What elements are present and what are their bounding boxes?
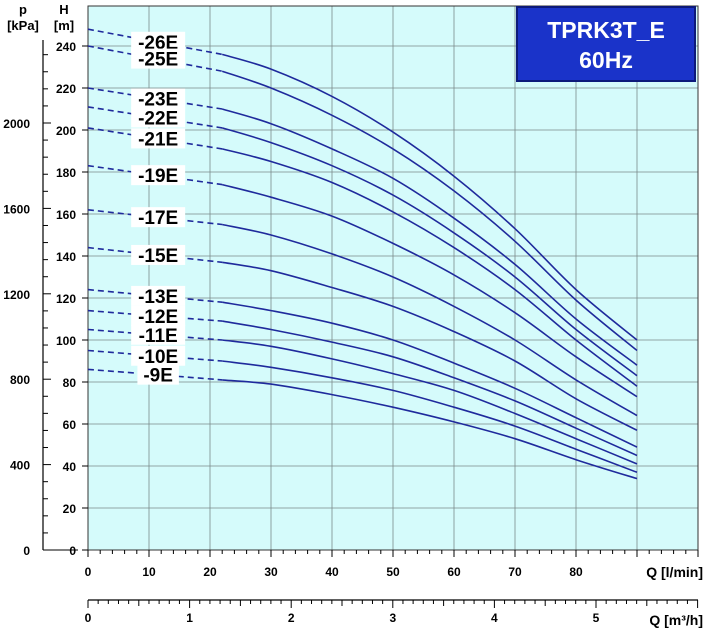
head-tick-label: 80	[63, 376, 77, 390]
flow-m3h-tick-label: 0	[85, 611, 92, 625]
series-label-bg	[131, 207, 186, 228]
head-tick-label: 200	[56, 124, 76, 138]
pressure-axis-title: p	[19, 2, 27, 17]
series-label-bg	[131, 48, 186, 69]
curve-dashed-25E	[87, 45, 223, 72]
head-tick-label: 100	[56, 334, 76, 348]
curve-26E	[221, 53, 638, 341]
chart-title-box: TPRK3T_E 60Hz	[516, 6, 696, 82]
series-label-bg	[131, 88, 186, 109]
curve-dashed-21E	[87, 127, 223, 150]
flow-m3h-axis-title: Q [m³/h]	[649, 612, 703, 628]
series-label-17E: -17E	[138, 208, 178, 229]
head-axis-title: H	[59, 2, 68, 17]
series-label-bg	[137, 364, 179, 385]
curve-dashed-19E	[87, 164, 223, 186]
curve-dashed-17E	[87, 209, 223, 226]
curve-13E	[222, 301, 638, 448]
series-label-23E: -23E	[138, 90, 178, 111]
series-label-10E: -10E	[138, 347, 178, 368]
head-tick-label: 40	[63, 460, 77, 474]
pressure-tick-label: 800	[10, 373, 30, 387]
model-title: TPRK3T_E	[547, 17, 665, 43]
curve-19E	[221, 183, 638, 398]
flow-m3h-tick-label: 2	[288, 611, 295, 625]
series-label-26E: -26E	[138, 33, 178, 54]
flow-lmin-tick-label: 0	[85, 565, 92, 579]
head-axis-unit: [m]	[54, 18, 74, 33]
series-label-bg	[131, 345, 186, 366]
series-label-bg	[131, 128, 186, 149]
series-label-bg	[131, 244, 186, 265]
frequency-title: 60Hz	[579, 47, 633, 73]
flow-lmin-tick-label: 10	[142, 565, 156, 579]
pressure-axis-unit: [kPa]	[7, 18, 39, 33]
series-label-19E: -19E	[138, 166, 178, 187]
flow-lmin-tick-label: 20	[203, 565, 217, 579]
series-label-bg	[131, 324, 186, 345]
curve-dashed-9E	[87, 368, 223, 381]
pressure-tick-label: 1200	[3, 288, 30, 302]
curve-dashed-12E	[87, 309, 223, 322]
head-tick-label: 160	[56, 208, 76, 222]
curve-dashed-13E	[87, 288, 223, 303]
pressure-tick-label: 0	[23, 544, 30, 558]
pressure-tick-label: 400	[10, 459, 30, 473]
flow-m3h-tick-label: 1	[186, 611, 193, 625]
curve-21E	[221, 148, 638, 387]
series-label-bg	[131, 107, 186, 128]
head-tick-label: 60	[63, 418, 77, 432]
head-tick-label: 240	[56, 40, 76, 54]
pressure-tick-label: 2000	[3, 117, 30, 131]
flow-lmin-tick-label: 40	[325, 565, 339, 579]
head-tick-label: 0	[69, 544, 76, 558]
series-label-11E: -11E	[139, 326, 178, 347]
flow-lmin-tick-label: 70	[508, 565, 522, 579]
curve-22E	[221, 127, 638, 377]
head-tick-label: 140	[56, 250, 76, 264]
curve-23E	[221, 108, 638, 366]
curve-11E	[222, 339, 638, 465]
curve-dashed-23E	[87, 87, 223, 110]
series-label-12E: -12E	[138, 307, 178, 328]
series-label-9E: -9E	[143, 366, 173, 387]
head-tick-label: 20	[63, 502, 77, 516]
flow-lmin-tick-label: 80	[569, 565, 583, 579]
series-label-22E: -22E	[138, 108, 178, 129]
series-label-bg	[131, 305, 186, 326]
curve-dashed-26E	[87, 28, 223, 56]
curve-dashed-15E	[87, 246, 223, 264]
series-label-21E: -21E	[138, 129, 178, 150]
series-label-15E: -15E	[138, 246, 178, 267]
series-label-13E: -13E	[138, 287, 178, 308]
flow-m3h-tick-label: 5	[593, 611, 600, 625]
curve-10E	[222, 360, 638, 474]
curve-15E	[222, 261, 638, 432]
series-label-bg	[131, 165, 186, 186]
flow-lmin-tick-label: 50	[386, 565, 400, 579]
curve-12E	[222, 320, 638, 457]
series-label-25E: -25E	[138, 50, 178, 71]
flow-lmin-axis-title: Q [l/min]	[646, 564, 703, 580]
curve-9E	[222, 379, 638, 480]
curve-dashed-22E	[87, 106, 223, 129]
curve-17E	[222, 223, 638, 417]
curve-25E	[221, 70, 638, 352]
head-tick-label: 220	[56, 82, 76, 96]
head-tick-label: 180	[56, 166, 76, 180]
flow-lmin-tick-label: 60	[447, 565, 461, 579]
curve-dashed-11E	[87, 328, 223, 341]
flow-m3h-tick-label: 3	[389, 611, 396, 625]
flow-m3h-tick-label: 4	[491, 611, 498, 625]
series-label-bg	[131, 31, 186, 52]
head-tick-label: 120	[56, 292, 76, 306]
curve-dashed-10E	[87, 349, 223, 362]
pressure-tick-label: 1600	[3, 202, 30, 216]
flow-lmin-tick-label: 30	[264, 565, 278, 579]
series-label-bg	[131, 285, 186, 306]
